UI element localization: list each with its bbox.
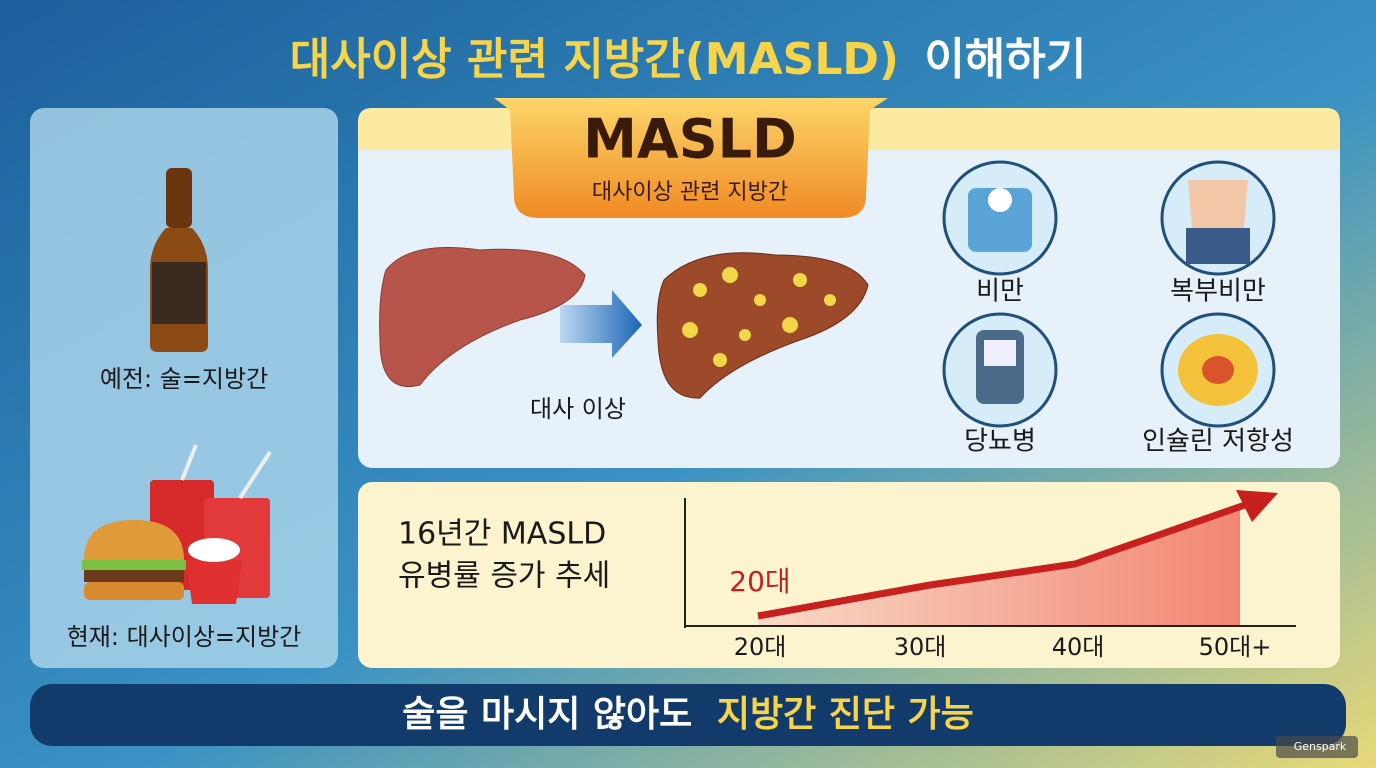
- masld-heading: MASLD: [583, 108, 797, 171]
- transition-arrow: [560, 290, 642, 358]
- arrow-label: 대사 이상: [530, 395, 626, 423]
- footer-highlight: 지방간 진단 가능: [717, 694, 974, 735]
- x-label: 30대: [894, 633, 947, 661]
- trend-title: 16년간 MASLD: [398, 517, 606, 552]
- masld-subheading: 대사이상 관련 지방간: [592, 180, 788, 205]
- x-label: 20대: [734, 633, 787, 661]
- watermark-box: [1276, 736, 1358, 758]
- watermark: Genspark: [1294, 740, 1347, 753]
- trend-line: [757, 501, 1247, 620]
- risk-icons: [942, 160, 1276, 428]
- present-caption: 현재: 대사이상=지방간: [67, 623, 302, 651]
- trend-start-label: 20대: [729, 565, 790, 598]
- fast-food: [82, 444, 272, 604]
- x-label: 50대+: [1199, 633, 1272, 661]
- risk-label: 당뇨병: [964, 427, 1036, 457]
- title-rest: 이해하기: [924, 34, 1086, 85]
- risk-label: 복부비만: [1170, 277, 1266, 307]
- trend-arrowhead: [1236, 490, 1278, 522]
- footer-banner: [30, 684, 1346, 746]
- footer-plain: 술을 마시지 않아도: [402, 694, 692, 735]
- beer-bottle: [150, 168, 208, 352]
- risk-label: 인슐린 저항성: [1142, 427, 1294, 457]
- title-highlight: 대사이상 관련 지방간(MASLD): [290, 34, 899, 85]
- title: 대사이상 관련 지방간(MASLD) 이해하기: [290, 34, 1087, 85]
- masld-banner: [494, 98, 888, 218]
- footer-message: 술을 마시지 않아도 지방간 진단 가능: [402, 694, 974, 735]
- fat-deposits: [682, 267, 836, 367]
- trend-title: 유병률 증가 추세: [398, 559, 610, 594]
- risk-label: 비만: [976, 277, 1024, 307]
- past-caption: 예전: 술=지방간: [100, 365, 268, 393]
- x-label: 40대: [1052, 633, 1105, 661]
- healthy-liver: [379, 247, 586, 387]
- fatty-liver: [656, 252, 869, 399]
